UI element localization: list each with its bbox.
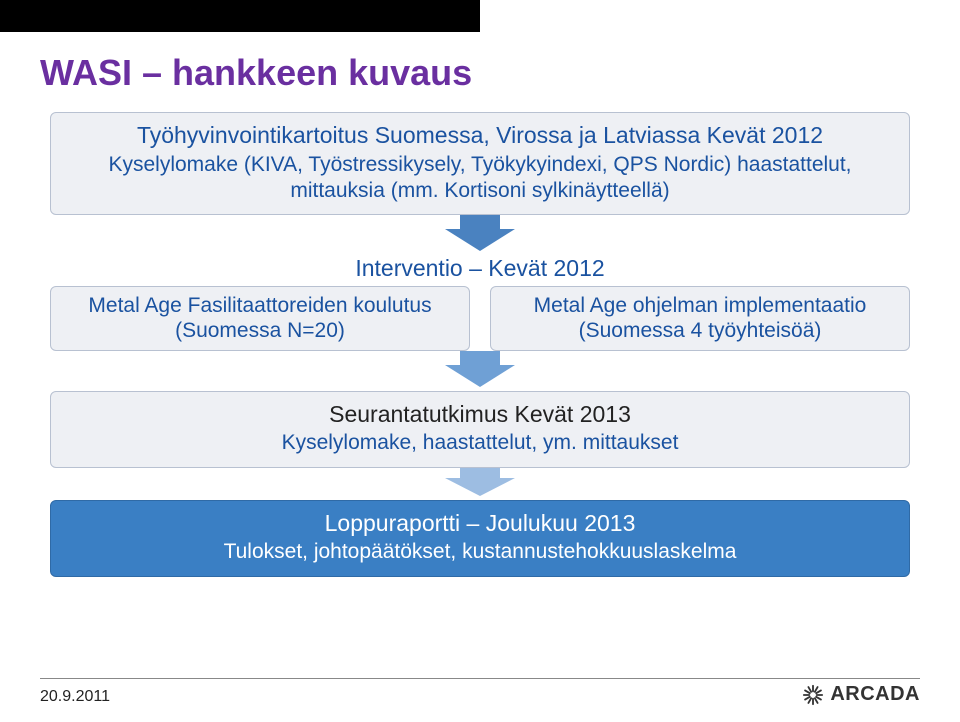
logo-burst-icon: [802, 684, 824, 706]
stage4-heading: Loppuraportti – Joulukuu 2013: [61, 509, 899, 538]
stage-3: Seurantatutkimus Kevät 2013 Kyselylomake…: [40, 391, 920, 496]
stage-2: Interventio – Kevät 2012 Metal Age Fasil…: [40, 255, 920, 386]
stage3-sub: Kyselylomake, haastattelut, ym. mittauks…: [61, 430, 899, 456]
slide: WASI – hankkeen kuvaus Työhyvinvointikar…: [0, 0, 960, 722]
intervention-left-line1: Metal Age Fasilitaattoreiden koulutus: [57, 293, 463, 318]
arrow-1: [445, 215, 515, 251]
stage-1: Työhyvinvointikartoitus Suomessa, Viross…: [40, 112, 920, 251]
stage3-heading: Seurantatutkimus Kevät 2013: [61, 400, 899, 429]
top-black-bar: [0, 0, 480, 32]
intervention-right-line2: (Suomessa 4 työyhteisöä): [497, 318, 903, 343]
stage1-box: Työhyvinvointikartoitus Suomessa, Viross…: [50, 112, 910, 215]
stage1-sub: Kyselylomake (KIVA, Työstressikysely, Ty…: [61, 152, 899, 205]
intervention-right-line1: Metal Age ohjelman implementaatio: [497, 293, 903, 318]
intervention-left-box: Metal Age Fasilitaattoreiden koulutus (S…: [50, 286, 470, 350]
logo-text: ARCADA: [830, 683, 920, 706]
arrow-3: [445, 468, 515, 496]
footer-date: 20.9.2011: [40, 688, 110, 706]
intervention-container: Interventio – Kevät 2012 Metal Age Fasil…: [50, 255, 910, 350]
intervention-left-line2: (Suomessa N=20): [57, 318, 463, 343]
intervention-row: Metal Age Fasilitaattoreiden koulutus (S…: [50, 286, 910, 350]
arrow-2: [445, 351, 515, 387]
intervention-heading: Interventio – Kevät 2012: [50, 255, 910, 286]
stage4-sub: Tulokset, johtopäätökset, kustannustehok…: [61, 539, 899, 565]
stage-4: Loppuraportti – Joulukuu 2013 Tulokset, …: [40, 500, 920, 577]
stage4-box: Loppuraportti – Joulukuu 2013 Tulokset, …: [50, 500, 910, 577]
stage1-heading: Työhyvinvointikartoitus Suomessa, Viross…: [61, 121, 899, 150]
page-title: WASI – hankkeen kuvaus: [40, 52, 920, 94]
intervention-right-box: Metal Age ohjelman implementaatio (Suome…: [490, 286, 910, 350]
logo: ARCADA: [802, 683, 920, 706]
footer: 20.9.2011 ARCADA: [40, 678, 920, 706]
stage3-box: Seurantatutkimus Kevät 2013 Kyselylomake…: [50, 391, 910, 468]
